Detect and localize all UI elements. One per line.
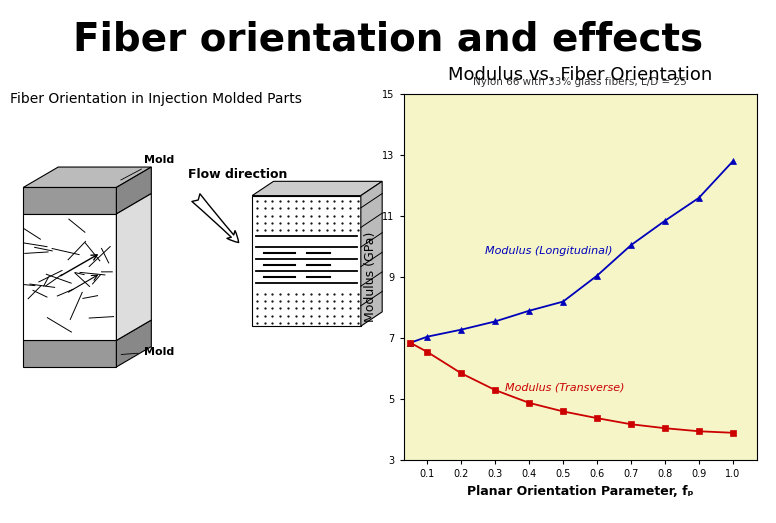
Polygon shape bbox=[116, 167, 151, 214]
Polygon shape bbox=[23, 167, 151, 187]
Text: Mold: Mold bbox=[121, 347, 174, 357]
Polygon shape bbox=[361, 181, 383, 326]
Text: Flow direction: Flow direction bbox=[189, 168, 288, 181]
Polygon shape bbox=[252, 181, 383, 196]
Text: Fiber Orientation in Injection Molded Parts: Fiber Orientation in Injection Molded Pa… bbox=[9, 92, 302, 106]
Text: Nylon 66 with 33% glass fibers, L/D = 25: Nylon 66 with 33% glass fibers, L/D = 25 bbox=[473, 77, 687, 87]
Y-axis label: Modulus (GPa): Modulus (GPa) bbox=[364, 232, 376, 322]
Polygon shape bbox=[23, 320, 151, 340]
Polygon shape bbox=[116, 194, 151, 340]
Title: Modulus vs. Fiber Orientation: Modulus vs. Fiber Orientation bbox=[448, 66, 712, 84]
Text: Modulus (Longitudinal): Modulus (Longitudinal) bbox=[485, 246, 612, 256]
X-axis label: Planar Orientation Parameter, fₚ: Planar Orientation Parameter, fₚ bbox=[466, 485, 694, 498]
Polygon shape bbox=[23, 340, 116, 367]
Text: Fiber orientation and effects: Fiber orientation and effects bbox=[73, 21, 703, 59]
Polygon shape bbox=[116, 320, 151, 367]
Polygon shape bbox=[252, 196, 361, 326]
Polygon shape bbox=[23, 187, 116, 214]
Text: Modulus (Transverse): Modulus (Transverse) bbox=[505, 382, 625, 392]
Polygon shape bbox=[23, 214, 116, 340]
Text: Mold: Mold bbox=[121, 155, 174, 180]
